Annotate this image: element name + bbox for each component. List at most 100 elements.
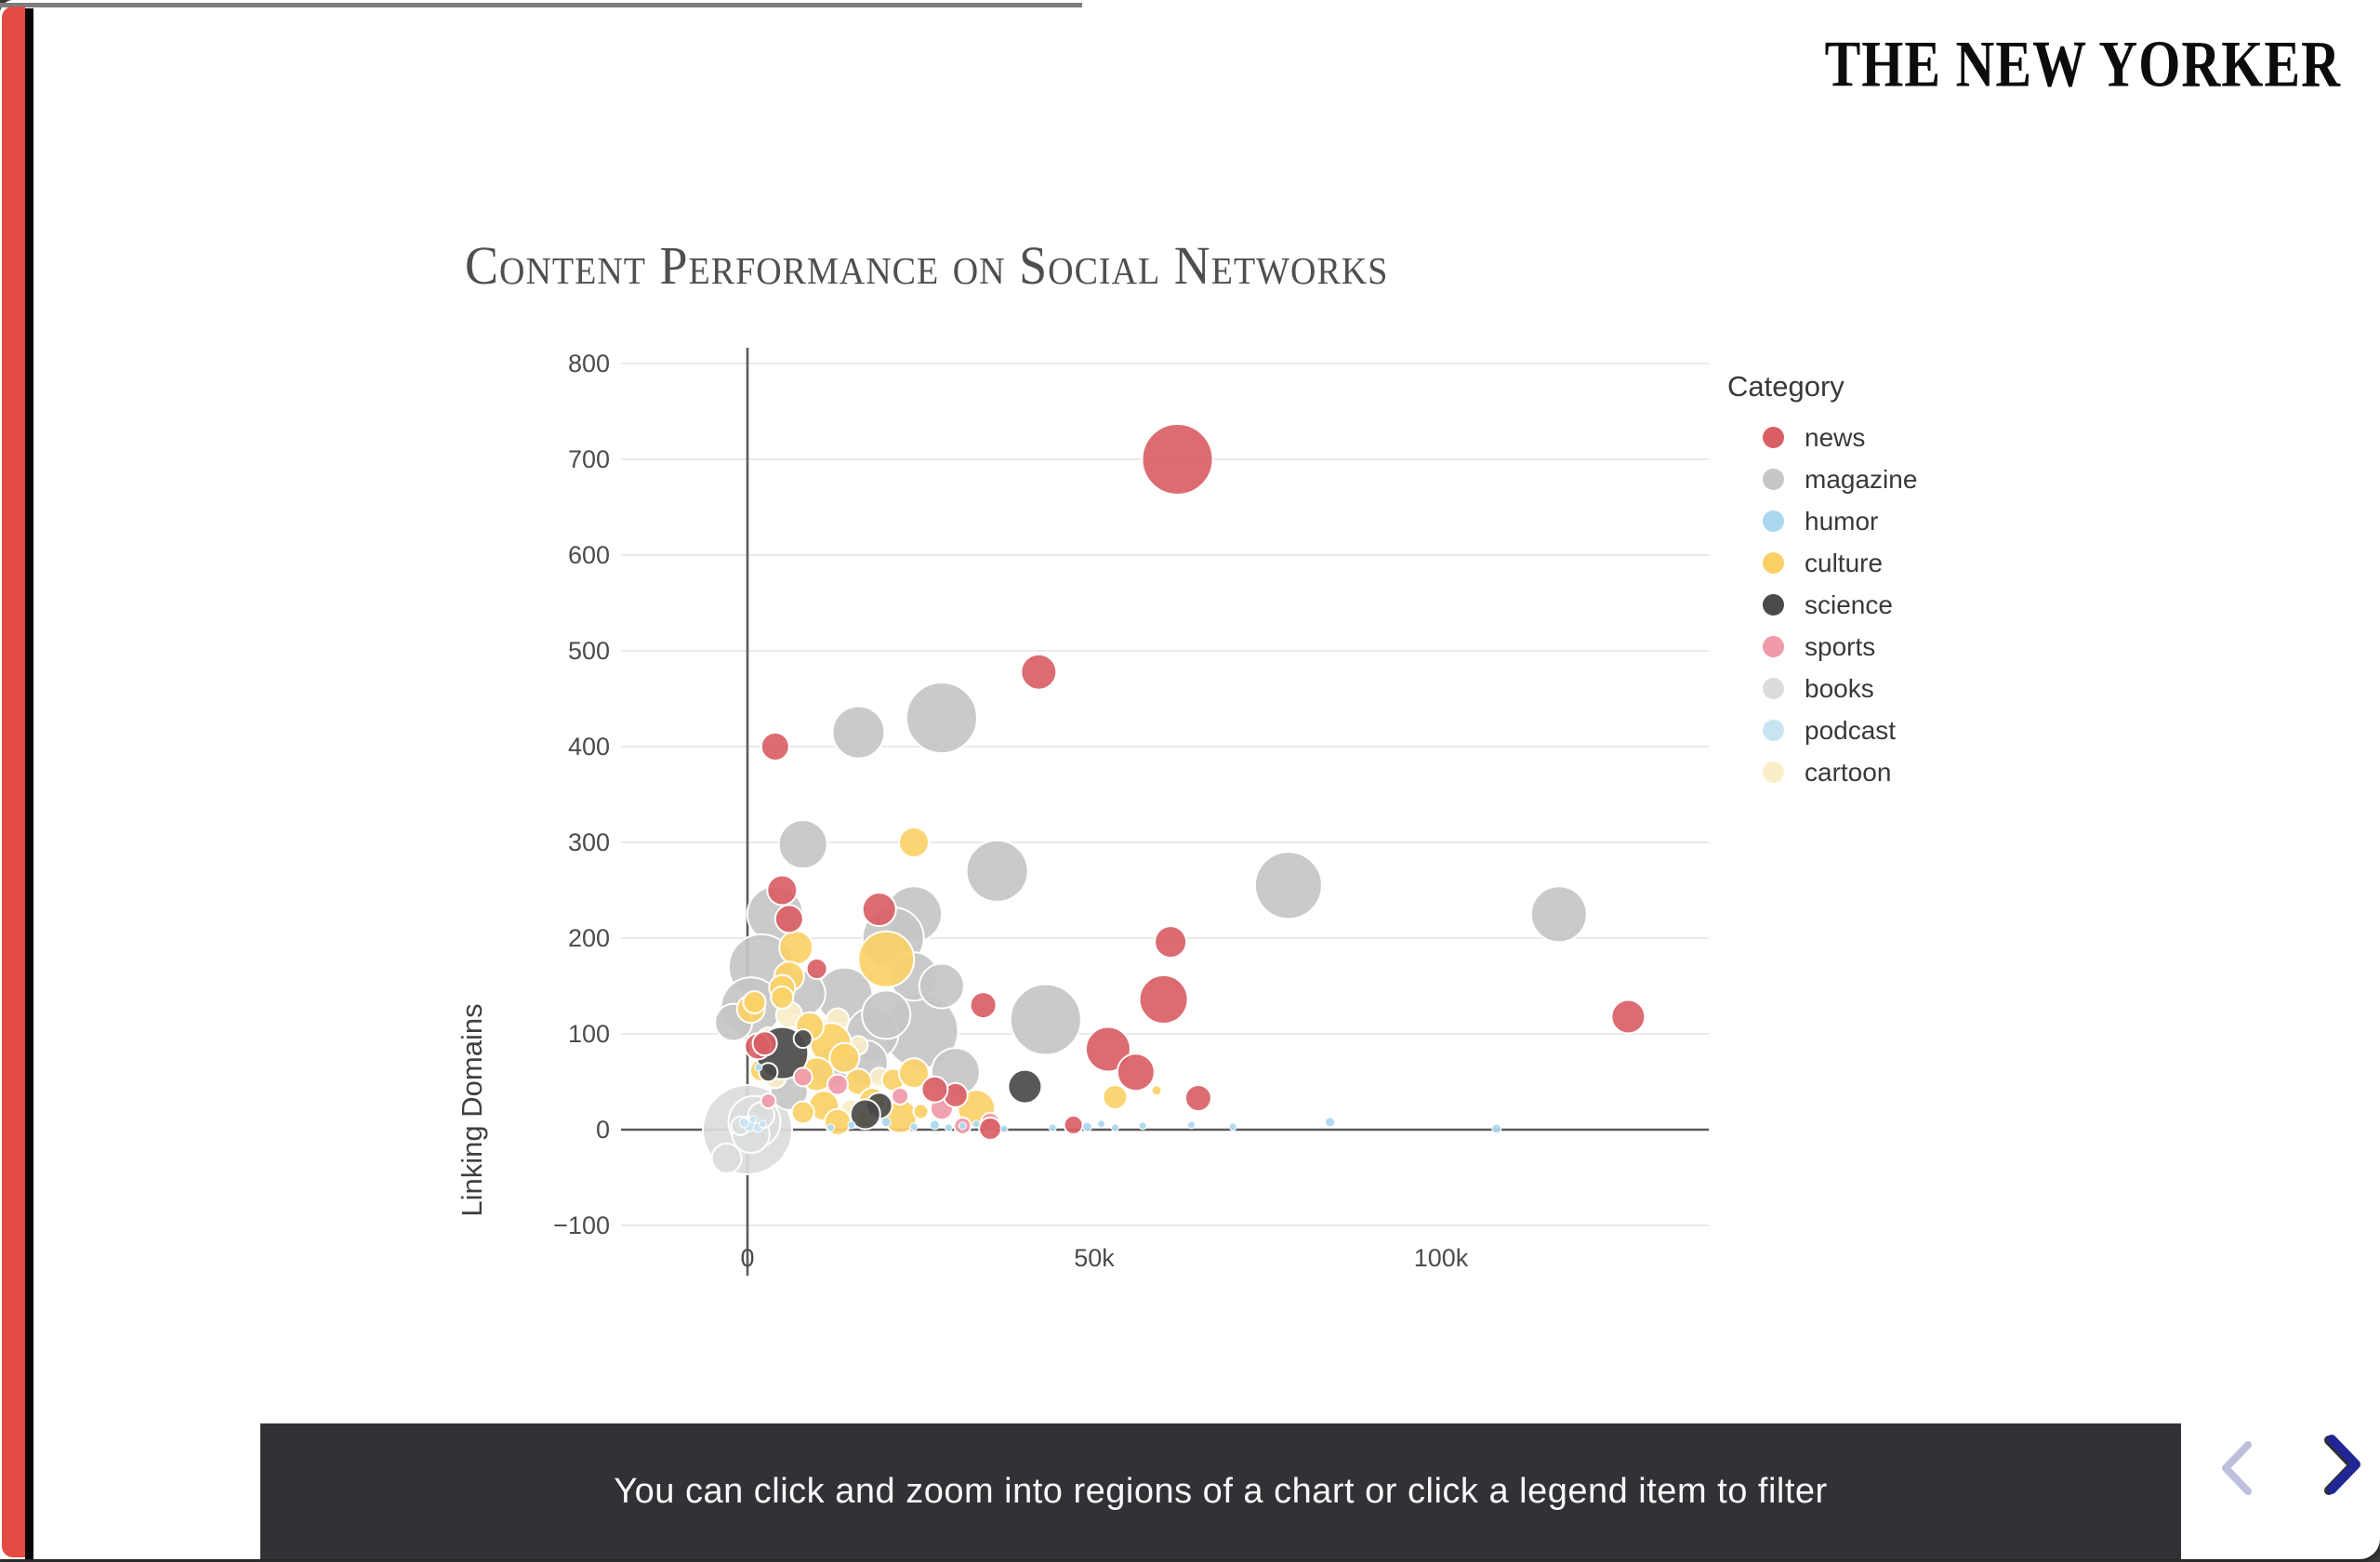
bubble-news[interactable] (766, 874, 799, 907)
bubble-culture[interactable] (912, 1103, 930, 1120)
bubble-news[interactable] (751, 1030, 778, 1057)
bubble-news[interactable] (969, 991, 998, 1020)
bubble-podcast[interactable] (738, 1118, 749, 1129)
next-slide-button[interactable] (2307, 1432, 2373, 1497)
bubble-news[interactable] (1183, 1084, 1212, 1112)
bubble-humor[interactable] (1082, 1121, 1092, 1132)
bubble-sports[interactable] (891, 1087, 910, 1105)
bubble-news[interactable] (774, 904, 804, 934)
legend-item-books[interactable]: books (1727, 668, 1917, 709)
y-tick: 800 (568, 350, 610, 377)
bubble-humor[interactable] (1138, 1121, 1147, 1131)
bubble-news[interactable] (805, 958, 828, 980)
bubble-culture[interactable] (1102, 1084, 1129, 1110)
bubble-humor[interactable] (929, 1119, 940, 1131)
bubble-podcast[interactable] (758, 1119, 767, 1129)
bubble-news[interactable] (1138, 973, 1189, 1025)
bubble-humor[interactable] (1110, 1123, 1119, 1132)
bubble-magazine[interactable] (965, 839, 1029, 903)
bubble-news[interactable] (760, 732, 790, 761)
legend-swatch-cartoon (1763, 761, 1784, 783)
bubble-magazine[interactable] (1253, 851, 1323, 920)
bubble-news[interactable] (861, 892, 897, 928)
bubble-news[interactable] (1154, 925, 1188, 960)
x-tick: 50k (1074, 1244, 1115, 1272)
legend-item-culture[interactable]: culture (1727, 542, 1917, 584)
legend-swatch-sports (1763, 636, 1784, 657)
bubble-science[interactable] (849, 1098, 881, 1131)
bubble-culture[interactable] (898, 1057, 930, 1090)
legend-item-news[interactable]: news (1727, 417, 1917, 458)
bubble-humor[interactable] (1491, 1123, 1502, 1134)
plot-area[interactable]: 800 700 600 500 400 300 200 100 0 −100 0 50k 100k (428, 307, 1766, 1367)
legend-label: cartoon (1805, 757, 1892, 787)
bubble-humor[interactable] (909, 1122, 919, 1132)
bubble-humor[interactable] (1186, 1120, 1196, 1130)
bubble-news[interactable] (1141, 423, 1214, 496)
bubble-humor[interactable] (826, 1123, 835, 1132)
bubble-news[interactable] (1610, 999, 1646, 1035)
bubble-humor[interactable] (847, 1120, 856, 1130)
bubble-humor[interactable] (1097, 1119, 1105, 1129)
bubble-science[interactable] (758, 1062, 779, 1083)
previous-slide-button[interactable] (2207, 1436, 2272, 1501)
bubble-science[interactable] (792, 1028, 813, 1050)
previous-slide-edge[interactable] (2, 7, 25, 1557)
bubble-culture[interactable] (1151, 1085, 1162, 1096)
bubble-news[interactable] (978, 1117, 1003, 1141)
bubble-sports[interactable] (792, 1066, 813, 1088)
bubble-series[interactable] (702, 423, 1646, 1175)
bubble-culture[interactable] (742, 990, 767, 1014)
y-tick: 300 (568, 828, 610, 856)
bubble-magazine[interactable] (918, 962, 965, 1010)
bubble-humor[interactable] (754, 1063, 763, 1072)
legend-item-science[interactable]: science (1727, 584, 1917, 626)
legend-label: news (1805, 422, 1866, 452)
bubble-humor[interactable] (1325, 1117, 1336, 1128)
bubble-culture[interactable] (828, 1041, 861, 1074)
bubble-chart[interactable]: 800 700 600 500 400 300 200 100 0 −100 0 50k 100k L… (428, 307, 1766, 1367)
bubble-podcast[interactable] (748, 1115, 758, 1124)
legend-item-podcast[interactable]: podcast (1727, 709, 1917, 751)
bubble-magazine[interactable] (905, 682, 978, 755)
legend-swatch-humor (1763, 510, 1784, 532)
bubble-magazine[interactable] (831, 705, 886, 760)
y-tick: 200 (568, 924, 610, 952)
bubble-news[interactable] (1063, 1114, 1084, 1135)
bubble-humor[interactable] (944, 1123, 953, 1132)
bubble-humor[interactable] (972, 1119, 981, 1129)
chart-legend: Category news magazine humor culture science… (1727, 370, 1917, 793)
bubble-culture[interactable] (778, 930, 814, 966)
bubble-humor[interactable] (999, 1124, 1009, 1133)
legend-item-sports[interactable]: sports (1727, 626, 1917, 668)
bubble-news[interactable] (1020, 653, 1058, 691)
bubble-news[interactable] (1116, 1052, 1156, 1092)
bubble-magazine[interactable] (777, 819, 828, 870)
y-tick-labels: 800 700 600 500 400 300 200 100 0 −100 (553, 350, 610, 1239)
bubble-news[interactable] (920, 1075, 949, 1104)
legend-label: culture (1805, 548, 1884, 577)
bubble-science[interactable] (1007, 1068, 1043, 1105)
bubble-sports[interactable] (826, 1073, 849, 1096)
bubble-news[interactable] (1084, 1026, 1131, 1073)
bubble-culture[interactable] (857, 930, 916, 988)
bubble-magazine[interactable] (861, 989, 912, 1040)
bubble-humor[interactable] (958, 1121, 967, 1131)
bubble-culture[interactable] (898, 827, 930, 858)
legend-item-magazine[interactable]: magazine (1727, 458, 1917, 500)
bubble-magazine[interactable] (1009, 983, 1082, 1056)
y-tick: 0 (596, 1116, 610, 1144)
bubble-sports[interactable] (760, 1092, 777, 1110)
chart-title: Content Performance on Social Networks (465, 235, 1389, 296)
bubble-culture[interactable] (790, 1100, 815, 1125)
bubble-culture[interactable] (770, 985, 795, 1010)
legend-item-humor[interactable]: humor (1727, 500, 1917, 542)
bubble-humor[interactable] (1228, 1122, 1237, 1132)
bubble-humor[interactable] (1048, 1123, 1057, 1132)
bubble-magazine[interactable] (1529, 885, 1588, 944)
legend-item-cartoon[interactable]: cartoon (1727, 751, 1917, 793)
bubble-books[interactable] (710, 1142, 743, 1174)
bubble-humor[interactable] (880, 1117, 892, 1128)
